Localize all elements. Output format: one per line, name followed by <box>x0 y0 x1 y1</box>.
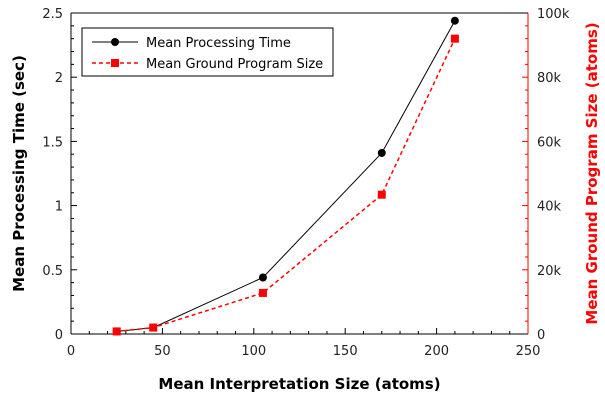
legend-marker-processing-time <box>111 38 119 46</box>
legend-marker-ground-program-size <box>111 59 119 67</box>
y2-axis-title: Mean Ground Program Size (atoms) <box>583 22 601 324</box>
x-tick-label: 250 <box>516 344 541 359</box>
data-point <box>377 190 386 199</box>
x-tick-label: 150 <box>333 344 358 359</box>
legend-label-processing-time: Mean Processing Time <box>146 36 291 51</box>
legend-box <box>81 27 334 77</box>
y-tick-label: 1 <box>55 200 63 215</box>
data-point <box>258 288 267 297</box>
y-tick-label: 0 <box>55 328 63 343</box>
y-tick-label: 2.5 <box>42 7 63 22</box>
y2-tick-label: 60k <box>537 135 562 150</box>
x-tick-label: 200 <box>424 344 449 359</box>
legend-label-ground-program-size: Mean Ground Program Size <box>146 57 323 72</box>
series-ground-program-size <box>112 34 459 336</box>
y2-tick-label: 80k <box>537 71 562 86</box>
data-point <box>112 327 121 336</box>
y2-tick-label: 40k <box>537 200 562 215</box>
y-tick-label: 1.5 <box>42 135 63 150</box>
y-tick-label: 2 <box>55 71 63 86</box>
x-tick-label: 100 <box>241 344 266 359</box>
data-point <box>377 148 386 157</box>
series <box>112 16 459 336</box>
data-point <box>450 34 459 43</box>
tick-labels: 0 50 100 150 200 25000.511.522.5020k40k60k80k… <box>42 7 570 359</box>
y2-tick-label: 20k <box>537 264 562 279</box>
y-axis-title: Mean Processing Time (sec) <box>10 55 28 292</box>
series-line <box>116 38 456 333</box>
legend: Mean Processing Time Mean Ground Program… <box>81 27 334 77</box>
data-point <box>149 323 158 332</box>
y2-tick-label: 100k <box>537 7 570 22</box>
axes <box>70 12 529 335</box>
x-tick-label: 0 <box>67 344 75 359</box>
data-point <box>450 16 459 25</box>
y2-tick-label: 0 <box>537 328 545 343</box>
y-tick-label: 0.5 <box>42 264 63 279</box>
x-tick-label: 50 <box>154 344 171 359</box>
data-point <box>258 273 267 282</box>
x-axis-title: Mean Interpretation Size (atoms) <box>158 375 440 393</box>
